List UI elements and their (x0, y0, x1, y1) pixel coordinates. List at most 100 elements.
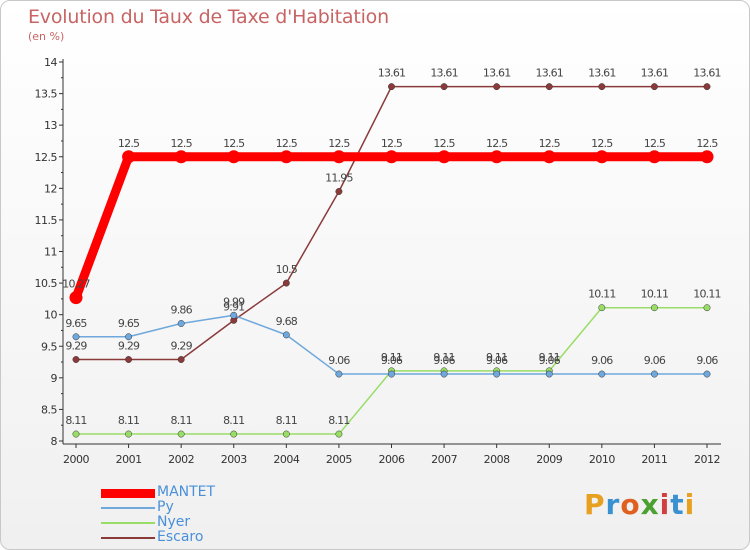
data-point-mantet (332, 150, 346, 164)
data-label-nyer: 8.11 (171, 414, 192, 427)
data-point-py (230, 311, 238, 319)
y-tick-label: 11.5 (35, 214, 58, 227)
data-point-nyer (125, 430, 133, 438)
data-label-py: 9.68 (276, 315, 298, 328)
y-tick-label: 10.5 (35, 277, 58, 290)
data-point-mantet (490, 150, 504, 164)
y-tick-label: 12 (44, 182, 57, 195)
data-label-nyer: 8.11 (118, 414, 139, 427)
logo-letter: i (684, 488, 696, 521)
data-point-py (545, 370, 553, 378)
y-tick-label: 9.5 (41, 340, 57, 353)
data-point-nyer (598, 304, 606, 312)
y-tick-label: 8 (51, 435, 58, 448)
data-point-py (650, 370, 658, 378)
legend-swatch (101, 507, 155, 509)
y-tick-label: 9 (51, 372, 58, 385)
data-label-mantet: 12.5 (486, 137, 508, 150)
y-tick-label: 10 (44, 309, 57, 322)
logo-letter: x (640, 488, 660, 521)
logo-letter: r (605, 488, 621, 521)
data-label-escaro: 11.95 (325, 171, 353, 184)
data-point-escaro (545, 83, 553, 91)
x-tick-label: 2001 (116, 453, 142, 466)
data-label-mantet: 12.5 (591, 137, 613, 150)
data-label-mantet: 12.5 (223, 137, 245, 150)
x-tick-label: 2006 (379, 453, 405, 466)
data-point-escaro (650, 83, 658, 91)
data-label-mantet: 12.5 (433, 137, 455, 150)
x-tick-label: 2002 (168, 453, 194, 466)
y-tick-label: 14 (44, 56, 57, 69)
data-label-nyer: 9.11 (433, 351, 454, 364)
data-point-py (493, 370, 501, 378)
data-label-nyer: 8.11 (276, 414, 297, 427)
data-point-nyer (177, 430, 185, 438)
data-label-py: 9.06 (433, 354, 455, 367)
series-line-mantet (71, 152, 712, 303)
data-label-py: 9.86 (171, 304, 193, 317)
data-point-py (72, 333, 80, 341)
data-point-mantet (542, 150, 556, 164)
data-label-py: 9.06 (539, 354, 561, 367)
legend-label: Nyer (157, 514, 191, 530)
x-tick-label: 2009 (536, 453, 562, 466)
data-point-mantet (385, 150, 398, 164)
data-label-escaro: 13.61 (430, 67, 458, 80)
data-point-nyer (650, 304, 658, 312)
data-point-escaro (440, 83, 448, 91)
logo-letter: t (670, 488, 685, 521)
data-label-nyer: 10.11 (588, 288, 616, 301)
data-point-mantet (174, 150, 188, 164)
data-label-mantet: 12.5 (171, 137, 193, 150)
data-label-nyer: 9.11 (539, 351, 560, 364)
x-tick-label: 2004 (273, 453, 299, 466)
legend-label: Py (157, 499, 174, 515)
legend-swatch (101, 537, 155, 539)
data-point-nyer (230, 430, 238, 438)
x-tick-label: 2008 (484, 453, 510, 466)
data-label-escaro: 9.29 (118, 340, 140, 353)
data-label-py: 9.06 (591, 354, 613, 367)
data-label-mantet: 12.5 (644, 137, 666, 150)
data-label-nyer: 9.11 (381, 351, 402, 364)
data-label-mantet: 12.5 (118, 137, 140, 150)
data-point-mantet (227, 150, 241, 164)
data-label-escaro: 13.61 (588, 67, 616, 80)
data-label-nyer: 8.11 (65, 414, 86, 427)
data-point-nyer (282, 430, 290, 438)
data-point-escaro (72, 356, 80, 363)
data-label-nyer: 10.11 (693, 288, 721, 301)
data-label-mantet: 12.5 (381, 137, 403, 150)
y-tick-label: 11 (44, 246, 57, 259)
data-label-mantet: 10.27 (62, 278, 90, 291)
data-point-escaro (388, 83, 395, 91)
data-point-nyer (703, 304, 711, 312)
data-label-escaro: 9.29 (65, 340, 87, 353)
data-point-escaro (598, 83, 606, 91)
data-point-mantet (69, 291, 83, 305)
data-label-escaro: 13.61 (693, 67, 721, 80)
data-point-mantet (700, 150, 714, 164)
data-label-mantet: 12.5 (539, 137, 561, 150)
data-point-escaro (177, 356, 185, 363)
x-tick-label: 2011 (641, 453, 667, 466)
data-label-py: 9.65 (65, 317, 87, 330)
data-point-mantet (647, 150, 661, 164)
data-label-escaro: 13.61 (378, 67, 406, 80)
logo-letter: i (659, 488, 671, 521)
data-label-py: 9.06 (696, 354, 718, 367)
data-label-escaro: 10.5 (276, 263, 298, 276)
data-point-py (282, 331, 290, 339)
y-tick-label: 13 (44, 119, 57, 132)
data-label-nyer: 8.11 (328, 414, 349, 427)
chart-subtitle: (en %) (28, 30, 65, 43)
chart-title: Evolution du Taux de Taxe d'Habitation (28, 6, 389, 28)
data-label-escaro: 13.61 (536, 67, 564, 80)
data-point-py (335, 370, 343, 378)
y-tick-label: 12.5 (35, 151, 58, 164)
legend-swatch (101, 488, 155, 498)
data-label-nyer: 9.11 (486, 351, 507, 364)
data-point-mantet (437, 150, 451, 164)
